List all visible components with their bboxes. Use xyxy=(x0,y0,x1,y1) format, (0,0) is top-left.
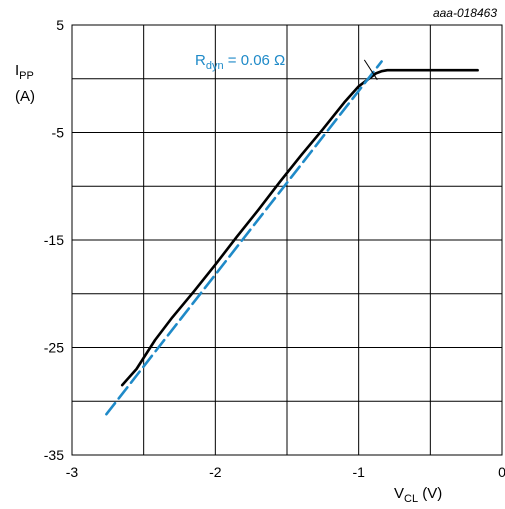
y-tick-labels: 5 -5 -15 -25 -35 xyxy=(44,17,64,463)
x-axis-label: VCL (V) xyxy=(394,485,442,505)
plot-frame xyxy=(71,24,503,456)
y-tick-label: -35 xyxy=(44,447,64,463)
reference-code: aaa-018463 xyxy=(433,6,497,20)
rdyn-annotation: Rdyn = 0.06 Ω xyxy=(195,52,285,72)
grid xyxy=(71,24,503,456)
y-axis-unit: (A) xyxy=(15,88,35,105)
y-tick-label: 5 xyxy=(56,17,64,33)
series-line-ipp xyxy=(120,68,479,387)
y-tick-label: -25 xyxy=(44,340,64,356)
x-tick-labels: -3 -2 -1 0 xyxy=(66,464,505,480)
series-group xyxy=(105,60,479,416)
y-tick-label: -15 xyxy=(44,232,64,248)
annotation-leader-line xyxy=(363,59,378,81)
x-tick-label: 0 xyxy=(498,464,505,480)
x-tick-label: -2 xyxy=(209,464,222,480)
y-axis-label: IPP xyxy=(15,62,34,82)
y-tick-label: -5 xyxy=(52,125,65,141)
x-tick-label: -3 xyxy=(66,464,79,480)
series-line-rdyn-fit xyxy=(105,60,383,416)
x-tick-label: -1 xyxy=(352,464,365,480)
